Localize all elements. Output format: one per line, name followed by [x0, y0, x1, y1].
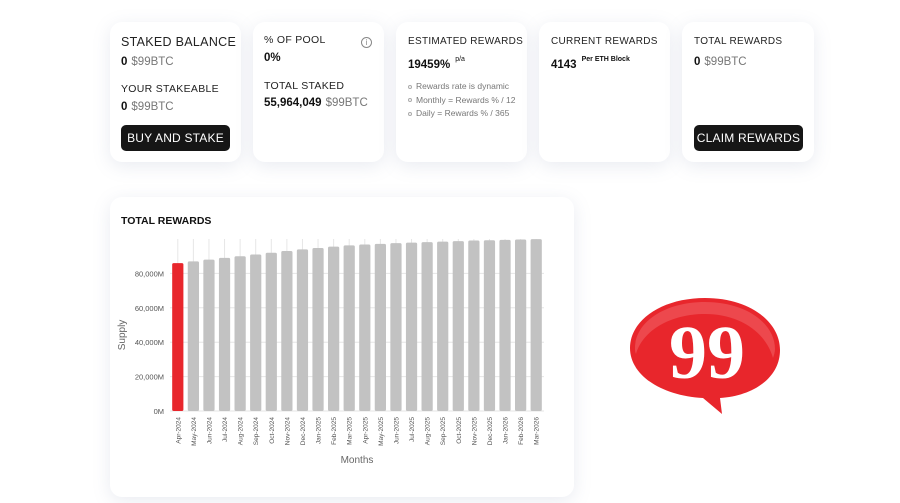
total-rewards-unit: $99BTC	[704, 56, 747, 68]
per-eth-block-label: Per ETH Block	[581, 56, 630, 63]
chart-bar	[328, 246, 340, 411]
x-tick-label: Jun-2024	[206, 417, 213, 444]
current-rewards-label: CURRENT REWARDS	[551, 36, 658, 47]
staked-balance-unit: $99BTC	[131, 56, 174, 68]
estimated-rewards-value: 19459% p/a	[408, 56, 465, 71]
info-icon[interactable]: i	[361, 37, 372, 48]
x-tick-label: Dec-2024	[300, 417, 307, 446]
total-rewards-chart: TOTAL REWARDS 0M 20,000M 40,000M 60,000M 80,0…	[117, 215, 544, 466]
x-tick-label: Nov-2025	[471, 417, 478, 446]
chart-bar	[452, 241, 464, 411]
y-axis-label: Supply	[117, 320, 128, 351]
chart-bar	[468, 240, 480, 411]
logo-text: 99	[669, 311, 745, 395]
current-rewards-card: CURRENT REWARDS 4143 Per ETH Block	[539, 22, 670, 162]
chart-bar	[483, 240, 496, 411]
speech-bubble-shape	[630, 298, 780, 414]
total-staked-label: TOTAL STAKED	[264, 80, 345, 92]
rewards-note: Rewards rate is dynamic	[408, 80, 515, 94]
chart-bar	[203, 259, 215, 411]
chart-bar	[421, 242, 433, 411]
chart-bar	[234, 256, 246, 411]
chart-bar	[437, 241, 449, 411]
estimated-rewards-card: ESTIMATED REWARDS 19459% p/a Rewards rate…	[396, 22, 527, 162]
chart-bar	[343, 245, 355, 411]
chart-bar	[405, 242, 418, 411]
x-tick-label: Dec-2025	[487, 417, 494, 446]
staked-balance-label: STAKED BALANCE	[121, 35, 237, 49]
x-tick-label: Sep-2024	[253, 417, 260, 446]
pool-percent-value: 0%	[264, 52, 281, 64]
total-rewards-chart-card: TOTAL REWARDS 0M 20,000M 40,000M 60,000M 80,0…	[110, 197, 574, 497]
chart-bar	[265, 252, 277, 411]
chart-bar	[218, 257, 231, 411]
chart-bar	[312, 247, 324, 411]
chart-title: TOTAL REWARDS	[121, 215, 211, 227]
stakeable-amount: 0	[121, 101, 128, 113]
y-tick-label: 80,000M	[135, 269, 164, 278]
x-tick-label: Oct-2024	[269, 417, 276, 444]
total-rewards-value: 0 $99BTC	[694, 56, 747, 68]
x-tick-label: Apr-2024	[175, 417, 182, 444]
total-rewards-label: TOTAL REWARDS	[694, 36, 783, 47]
x-axis-label: Months	[341, 455, 374, 466]
x-tick-label: Mar-2025	[347, 417, 354, 445]
x-tick-label: Jul-2024	[222, 417, 229, 442]
y-tick-label: 40,000M	[135, 338, 164, 347]
x-tick-label: Jan-2025	[316, 417, 323, 444]
x-tick-label: Feb-2025	[331, 417, 338, 445]
stakeable-value: 0 $99BTC	[121, 101, 174, 113]
chart-bar	[530, 239, 542, 411]
x-tick-label: Mar-2026	[534, 417, 541, 445]
estimated-rewards-label: ESTIMATED REWARDS	[408, 36, 524, 47]
total-staked-amount: 55,964,049	[264, 97, 322, 109]
x-tick-label: May-2024	[191, 417, 198, 446]
total-rewards-card: TOTAL REWARDS 0 $99BTC CLAIM REWARDS	[682, 22, 814, 162]
chart-bar	[172, 263, 184, 411]
chart-bar	[359, 244, 371, 411]
x-tick-label: May-2025	[378, 417, 385, 446]
x-tick-label: Jun-2025	[393, 417, 400, 444]
estimated-rewards-amount: 19459%	[408, 59, 451, 71]
stakeable-unit: $99BTC	[131, 101, 174, 113]
y-tick-label: 60,000M	[135, 304, 164, 313]
chart-bar	[515, 239, 527, 411]
buy-and-stake-button[interactable]: BUY AND STAKE	[121, 125, 230, 151]
x-tick-label: Jan-2026	[503, 417, 510, 444]
y-tick-label: 0M	[154, 407, 164, 416]
total-rewards-amount: 0	[694, 56, 701, 68]
x-tick-label: Aug-2025	[425, 417, 432, 446]
x-tick-label: Jul-2025	[409, 417, 416, 442]
chart-bar	[281, 251, 293, 411]
99bitcoins-logo: 99	[630, 298, 780, 414]
stakeable-label: YOUR STAKEABLE	[121, 83, 219, 95]
chart-bar	[296, 249, 309, 411]
chart-bar	[499, 239, 511, 411]
x-tick-label: Nov-2024	[284, 417, 291, 446]
claim-rewards-button[interactable]: CLAIM REWARDS	[694, 125, 803, 151]
x-tick-label: Oct-2025	[456, 417, 463, 444]
y-tick-label: 20,000M	[135, 373, 164, 382]
per-annum-label: p/a	[455, 56, 465, 63]
current-rewards-amount: 4143	[551, 59, 577, 71]
x-tick-label: Apr-2025	[362, 417, 369, 444]
x-tick-label: Feb-2026	[518, 417, 525, 445]
chart-bar	[187, 261, 199, 411]
total-staked-unit: $99BTC	[325, 97, 368, 109]
staked-balance-amount: 0	[121, 56, 128, 68]
rewards-note: Daily = Rewards % / 365	[408, 107, 515, 121]
chart-bar	[250, 254, 262, 411]
staked-balance-value: 0 $99BTC	[121, 56, 174, 68]
rewards-notes: Rewards rate is dynamic Monthly = Reward…	[408, 80, 515, 121]
rewards-note: Monthly = Rewards % / 12	[408, 94, 515, 108]
chart-bar	[374, 243, 386, 411]
x-tick-label: Sep-2025	[440, 417, 447, 446]
chart-bar	[390, 243, 402, 411]
pool-card: % OF POOL i 0% TOTAL STAKED 55,964,049 $9…	[253, 22, 384, 162]
current-rewards-value: 4143 Per ETH Block	[551, 56, 630, 71]
x-tick-label: Aug-2024	[238, 417, 245, 446]
total-staked-value: 55,964,049 $99BTC	[264, 97, 368, 109]
staked-balance-card: STAKED BALANCE 0 $99BTC YOUR STAKEABLE 0 $…	[110, 22, 241, 162]
pool-percent-label: % OF POOL	[264, 34, 326, 46]
